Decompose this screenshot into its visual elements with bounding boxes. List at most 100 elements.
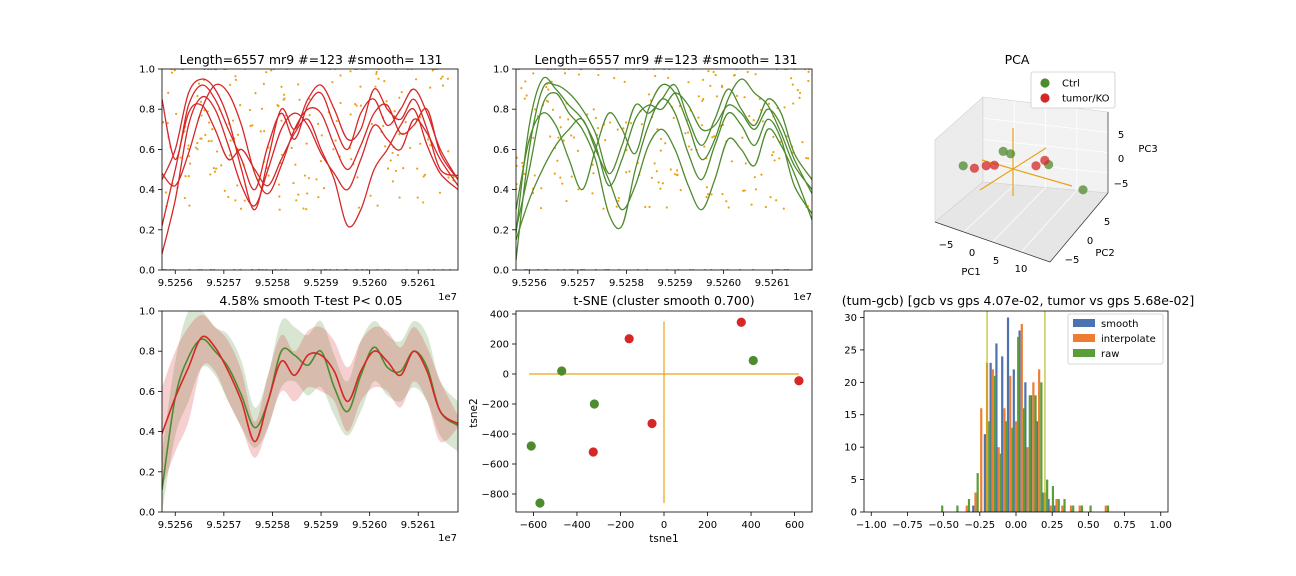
raw-data-point <box>441 84 445 87</box>
raw-data-point <box>558 116 562 119</box>
raw-data-point <box>715 95 719 98</box>
raw-data-point <box>567 118 570 121</box>
panel-1-offset-text: 1e7 <box>438 292 457 303</box>
raw-data-point <box>735 94 739 97</box>
raw-data-point <box>773 159 776 162</box>
raw-data-point <box>684 132 687 135</box>
hist-bar-raw <box>1051 486 1055 512</box>
raw-data-point <box>376 204 379 207</box>
raw-data-point <box>743 96 746 99</box>
y-tick-label: 0.2 <box>139 225 155 236</box>
raw-data-point <box>170 71 174 74</box>
pca-point <box>969 163 980 173</box>
raw-data-point <box>423 173 427 176</box>
pca-grid-line <box>982 139 1109 153</box>
raw-data-point <box>721 86 724 89</box>
raw-data-point <box>772 150 775 154</box>
hist-bar-smooth <box>1024 382 1027 512</box>
raw-data-point <box>617 196 620 200</box>
raw-data-point <box>398 133 401 136</box>
panel-4-offset-text: 1e7 <box>438 533 457 544</box>
raw-data-point <box>576 149 580 152</box>
raw-data-point <box>791 83 794 86</box>
raw-data-point <box>523 172 526 176</box>
raw-data-point <box>223 189 226 192</box>
raw-data-point <box>452 175 455 179</box>
raw-data-point <box>807 157 810 160</box>
raw-data-point <box>385 100 388 103</box>
y-tick-label: 1.0 <box>139 307 155 318</box>
raw-data-point <box>727 206 730 209</box>
raw-data-point <box>520 87 523 90</box>
pca-point <box>1078 185 1088 195</box>
pca-y-tick-label: −5 <box>1065 255 1080 266</box>
panel-1-title: Length=6557 mr9 #=123 #smooth= 131 <box>180 52 443 67</box>
legend-marker <box>1040 78 1050 88</box>
hist-bar-interpolate <box>1069 505 1073 512</box>
plot-content <box>162 69 458 270</box>
raw-data-point <box>690 148 693 151</box>
y-tick-label: 0.4 <box>139 185 155 196</box>
x-tick-label: −1.00 <box>856 520 887 531</box>
panel-4: 4.58% smooth T-test P< 0.05 0.0 0.2 0.4 0.6… <box>139 293 459 544</box>
tsne-point <box>589 399 599 409</box>
raw-data-point <box>760 173 763 176</box>
hist-bar-interpolate <box>1055 499 1058 512</box>
y-tick-label: 0.4 <box>493 185 509 196</box>
raw-data-point <box>391 151 394 155</box>
raw-data-point <box>752 119 755 122</box>
raw-data-point <box>228 154 231 157</box>
raw-data-point <box>750 203 753 206</box>
tsne-point <box>526 441 536 451</box>
raw-data-point <box>188 162 192 165</box>
raw-data-point <box>335 119 338 123</box>
raw-data-point <box>679 188 682 192</box>
tsne-xlabel: tsne1 <box>649 533 678 545</box>
x-tick-label: 9.5258 <box>255 278 290 289</box>
hist-bar-smooth <box>1035 421 1039 512</box>
x-tick-label: 9.5260 <box>352 520 387 531</box>
raw-data-point <box>319 160 323 163</box>
panel-6: (tum-gcb) [gcb vs gps 4.07e-02, tumor vs… <box>842 293 1195 531</box>
raw-data-point <box>317 196 320 199</box>
raw-data-point <box>629 122 633 125</box>
pca-point <box>958 161 968 171</box>
raw-data-point <box>283 93 286 96</box>
raw-data-point <box>308 114 311 117</box>
raw-data-point <box>648 205 651 209</box>
raw-data-point <box>622 127 625 130</box>
raw-data-point <box>602 207 605 210</box>
raw-data-point <box>705 186 708 189</box>
raw-data-point <box>297 83 300 86</box>
hist-bar-smooth <box>1041 492 1044 512</box>
raw-data-point <box>742 189 745 192</box>
panel-2: Length=6557 mr9 #=123 #smooth= 131 0.00.… <box>493 52 813 303</box>
raw-data-point <box>438 191 442 194</box>
hist-bar-interpolate <box>1009 375 1012 512</box>
raw-data-point <box>705 196 708 199</box>
raw-data-point <box>753 176 756 179</box>
panel-6-plot-area: −1.00 −0.75 −0.50 −0.25 0.00 0.25 0.50 0.75 1.00… <box>844 310 1172 531</box>
raw-data-point <box>686 131 690 134</box>
panel-5-plot-area: −600 −400 −200 0 200 400 600 400 200 0 −200 −400 −60… <box>482 310 813 531</box>
hist-bar-raw <box>993 375 997 512</box>
raw-data-point <box>166 121 169 125</box>
raw-data-point <box>278 208 281 211</box>
raw-data-point <box>516 156 518 159</box>
tsne-point <box>794 376 804 386</box>
panel-5-title: t-SNE (cluster smooth 0.700) <box>573 293 754 308</box>
raw-data-point <box>547 88 550 91</box>
raw-data-point <box>290 146 293 150</box>
hist-bar-raw <box>1011 427 1014 512</box>
raw-data-point <box>623 80 626 83</box>
hist-bar-interpolate <box>1020 323 1023 512</box>
raw-data-point <box>659 149 662 152</box>
raw-data-point <box>661 182 664 185</box>
hist-bar-smooth <box>1006 317 1010 512</box>
raw-data-point <box>754 73 757 76</box>
mean-line-1 <box>162 338 458 491</box>
raw-data-point <box>676 169 679 172</box>
raw-data-point <box>545 99 548 102</box>
x-tick-label: 1.00 <box>1150 520 1172 531</box>
raw-data-point <box>254 92 257 95</box>
